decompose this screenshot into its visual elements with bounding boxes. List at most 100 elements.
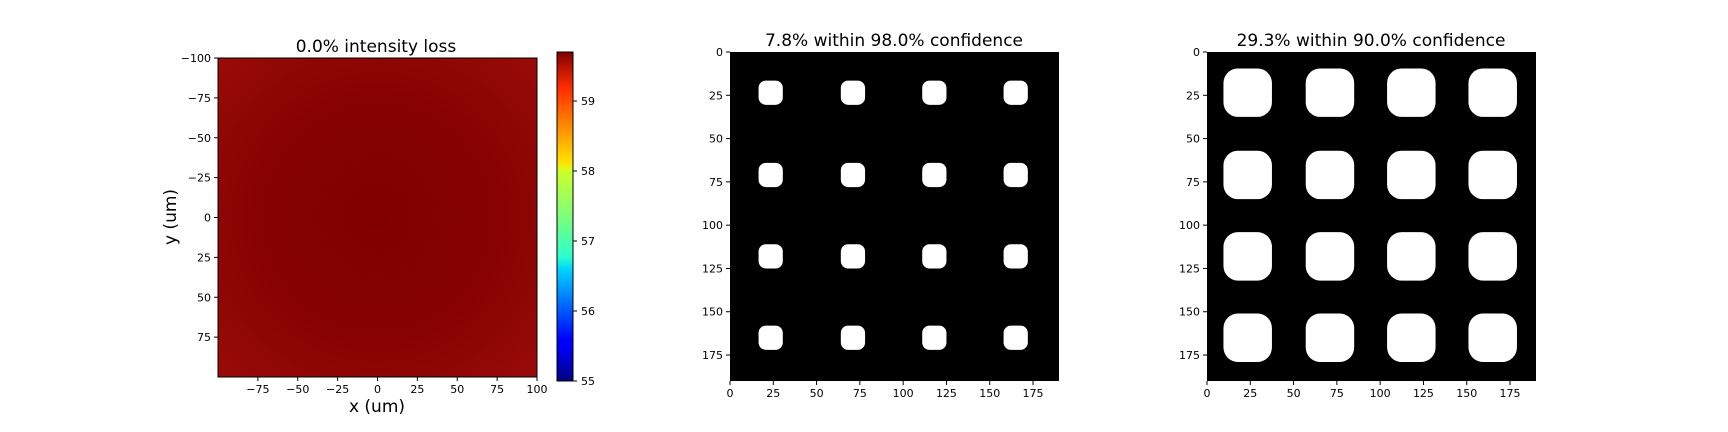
- confidence-90-spot: [1305, 313, 1355, 362]
- confidence-90-spot: [1305, 232, 1355, 281]
- confidence-98-title: 7.8% within 98.0% confidence: [765, 31, 1023, 51]
- confidence-98-spot: [758, 80, 783, 105]
- confidence-90-spot: [1387, 150, 1436, 200]
- intensity-x-tick-label: 25: [410, 383, 424, 396]
- confidence-90-spot: [1223, 150, 1272, 200]
- intensity-panel: 0.0% intensity loss −75 −50 −25 0 25 50 75 100 …: [161, 37, 548, 417]
- intensity-y-tick-label: 25: [197, 251, 211, 264]
- confidence-98-y-tick-label: 150: [702, 306, 723, 319]
- confidence-90-spots: [1223, 68, 1517, 362]
- confidence-98-x-tick-label: 100: [893, 387, 914, 400]
- confidence-98-y-tick-label: 0: [716, 46, 723, 59]
- intensity-x-tick-label: −50: [286, 383, 309, 396]
- confidence-90-y-tick-label: 125: [1179, 262, 1200, 275]
- confidence-90-spot: [1223, 68, 1272, 117]
- intensity-y-ticks: −100 −75 −50 −25 0 25 50 75: [181, 52, 218, 344]
- intensity-y-tick-label: −75: [188, 92, 211, 105]
- confidence-90-x-tick-label: 100: [1370, 387, 1391, 400]
- confidence-98-spot: [1003, 325, 1028, 350]
- confidence-98-spot: [840, 244, 866, 269]
- colorbar-ticks: 55 56 57 58 59: [573, 95, 595, 388]
- intensity-x-tick-label: 100: [527, 383, 548, 396]
- confidence-98-spot: [922, 80, 947, 105]
- confidence-98-x-tick-label: 50: [810, 387, 824, 400]
- confidence-90-x-tick-label: 175: [1500, 387, 1521, 400]
- confidence-98-spot: [758, 325, 783, 350]
- confidence-90-x-ticks: 0 25 50 75 100 125 150 175: [1204, 381, 1521, 400]
- y-axis-label: y (um): [161, 189, 181, 245]
- intensity-x-ticks: −75 −50 −25 0 25 50 75 100: [246, 377, 548, 396]
- confidence-90-y-tick-label: 75: [1186, 176, 1200, 189]
- confidence-90-spot: [1468, 313, 1517, 362]
- confidence-98-x-tick-label: 25: [766, 387, 780, 400]
- intensity-y-tick-label: 50: [197, 291, 211, 304]
- intensity-y-tick-label: 75: [197, 331, 211, 344]
- confidence-98-y-tick-label: 175: [702, 349, 723, 362]
- confidence-98-spot: [1003, 244, 1028, 269]
- intensity-y-tick-label: −25: [188, 172, 211, 185]
- confidence-90-spot: [1305, 68, 1355, 117]
- intensity-panel-title: 0.0% intensity loss: [296, 37, 457, 57]
- intensity-y-tick-label: −50: [188, 132, 211, 145]
- colorbar-tick-label: 56: [581, 305, 595, 318]
- confidence-90-x-tick-label: 75: [1330, 387, 1344, 400]
- colorbar-gradient: [556, 51, 574, 382]
- confidence-98-background: [730, 52, 1059, 381]
- confidence-90-y-tick-label: 150: [1179, 306, 1200, 319]
- confidence-90-y-tick-label: 100: [1179, 219, 1200, 232]
- confidence-98-spots: [758, 80, 1028, 350]
- intensity-x-tick-label: −75: [246, 383, 269, 396]
- confidence-90-spot: [1305, 150, 1355, 200]
- confidence-90-x-tick-label: 125: [1413, 387, 1434, 400]
- confidence-98-spot: [922, 162, 947, 188]
- confidence-98-y-tick-label: 25: [709, 89, 723, 102]
- confidence-98-y-tick-label: 50: [709, 133, 723, 146]
- intensity-x-tick-label: 50: [450, 383, 464, 396]
- confidence-90-x-tick-label: 50: [1287, 387, 1301, 400]
- confidence-90-y-tick-label: 25: [1186, 89, 1200, 102]
- confidence-98-x-tick-label: 150: [979, 387, 1000, 400]
- intensity-x-tick-label: 75: [490, 383, 504, 396]
- confidence-90-spot: [1223, 313, 1272, 362]
- colorbar-tick-label: 59: [581, 95, 595, 108]
- confidence-90-y-tick-label: 0: [1193, 46, 1200, 59]
- confidence-98-panel: 7.8% within 98.0% confidence 0 25 50 75 100 1…: [702, 31, 1059, 400]
- confidence-90-y-tick-label: 50: [1186, 133, 1200, 146]
- confidence-98-y-tick-label: 100: [702, 219, 723, 232]
- confidence-98-y-ticks: 0 25 50 75 100 125 150 175: [702, 46, 730, 362]
- colorbar: 55 56 57 58 59: [556, 51, 595, 388]
- intensity-field: [218, 58, 537, 377]
- confidence-98-spot: [922, 244, 947, 269]
- confidence-90-x-tick-label: 25: [1243, 387, 1257, 400]
- confidence-90-panel: 29.3% within 90.0% confidence 0 25 50 75 100…: [1179, 31, 1536, 400]
- confidence-98-spot: [758, 244, 783, 269]
- confidence-98-spot: [758, 162, 783, 188]
- confidence-90-spot: [1468, 68, 1517, 117]
- confidence-90-x-tick-label: 0: [1204, 387, 1211, 400]
- confidence-90-spot: [1468, 150, 1517, 200]
- confidence-98-spot: [922, 325, 947, 350]
- intensity-x-tick-label: 0: [374, 383, 381, 396]
- intensity-x-tick-label: −25: [326, 383, 349, 396]
- x-axis-label: x (um): [349, 397, 405, 417]
- colorbar-tick-label: 58: [581, 165, 595, 178]
- colorbar-tick-label: 57: [581, 235, 595, 248]
- confidence-98-spot: [840, 325, 866, 350]
- confidence-98-spot: [840, 80, 866, 105]
- confidence-90-spot: [1468, 232, 1517, 281]
- confidence-90-spot: [1387, 68, 1436, 117]
- confidence-90-spot: [1387, 232, 1436, 281]
- intensity-y-tick-label: 0: [204, 212, 211, 225]
- confidence-90-spot: [1387, 313, 1436, 362]
- confidence-90-y-tick-label: 175: [1179, 349, 1200, 362]
- confidence-98-y-tick-label: 75: [709, 176, 723, 189]
- intensity-y-tick-label: −100: [181, 52, 211, 65]
- confidence-90-title: 29.3% within 90.0% confidence: [1237, 31, 1506, 51]
- confidence-98-x-tick-label: 175: [1023, 387, 1044, 400]
- colorbar-tick-label: 55: [581, 375, 595, 388]
- confidence-98-spot: [1003, 80, 1028, 105]
- confidence-98-x-tick-label: 0: [727, 387, 734, 400]
- confidence-90-spot: [1223, 232, 1272, 281]
- confidence-98-x-tick-label: 75: [853, 387, 867, 400]
